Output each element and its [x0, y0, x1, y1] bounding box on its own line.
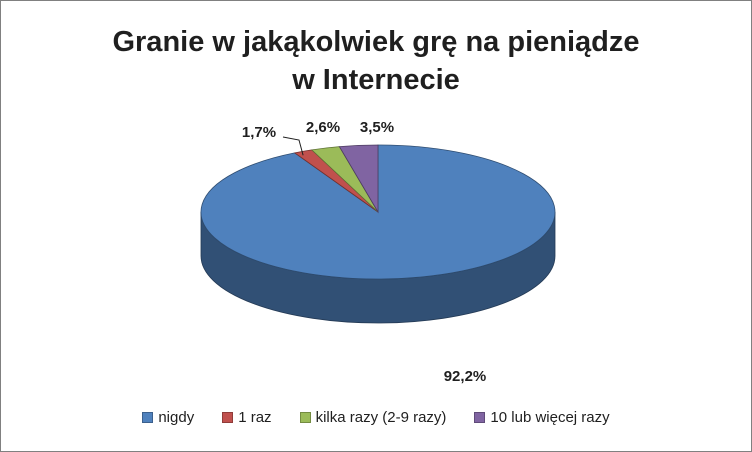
legend-item-3: 10 lub więcej razy: [474, 409, 610, 426]
legend-label-0: nigdy: [158, 409, 195, 426]
pie-tops: [200, 144, 556, 280]
legend-item-1: 1 raz: [222, 409, 272, 426]
data-label-0: 92,2%: [444, 368, 487, 385]
legend-swatch-0: [142, 412, 154, 423]
chart-title: Granie w jakąkolwiek grę na pieniądze w …: [1, 23, 751, 99]
data-label-1: 1,7%: [242, 124, 276, 141]
data-label-2: 2,6%: [306, 119, 340, 136]
pie-slice-10-lub-więcej-razy: [338, 144, 379, 214]
legend-swatch-2: [299, 412, 311, 423]
data-label-3: 3,5%: [360, 119, 394, 136]
legend-swatch-3: [474, 412, 486, 423]
chart-title-line-1: Granie w jakąkolwiek grę na pieniądze: [112, 26, 640, 58]
legend-item-0: nigdy: [142, 409, 194, 426]
legend: nigdy 1 raz kilka razy (2-9 razy) 10 lub wi…: [1, 409, 751, 426]
chart-title-line-2: w Internecie: [292, 64, 460, 96]
legend-label-1: 1 raz: [238, 409, 272, 426]
legend-swatch-1: [222, 412, 234, 423]
leader-line: [282, 136, 304, 156]
legend-label-3: 10 lub więcej razy: [490, 409, 610, 426]
legend-item-2: kilka razy (2-9 razy): [299, 409, 447, 426]
legend-label-2: kilka razy (2-9 razy): [315, 409, 447, 426]
pie-labels: 92,2% 1,7% 2,6% 3,5%: [242, 119, 486, 385]
